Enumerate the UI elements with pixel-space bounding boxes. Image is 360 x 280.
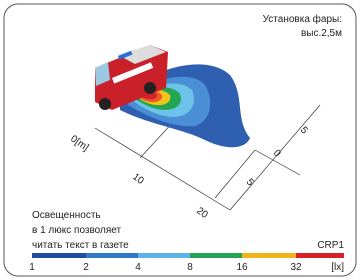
scale-label: 8 bbox=[187, 262, 193, 273]
page: Установка фары: выс.2,5м 0[m] 10 20 5 0 … bbox=[0, 0, 360, 280]
scale-label: 4 bbox=[135, 262, 141, 273]
scale-label: 16 bbox=[236, 262, 248, 273]
scale-label: 2 bbox=[83, 262, 89, 273]
scale-label: 1 bbox=[29, 262, 35, 273]
header-line: Установка фары: bbox=[263, 13, 342, 25]
diagram: Установка фары: выс.2,5м 0[m] 10 20 5 0 … bbox=[0, 0, 360, 280]
caption-line: читать текст в газете bbox=[32, 240, 129, 251]
caption-line: Освещенность bbox=[32, 210, 101, 221]
scale-label: 32 bbox=[290, 262, 302, 273]
model-label: CRP1 bbox=[317, 240, 344, 251]
caption-line: в 1 люкс позволяет bbox=[32, 225, 122, 236]
scale-label: [lx] bbox=[331, 262, 344, 273]
color-scale bbox=[32, 253, 344, 258]
header-line: выс.2,5м bbox=[301, 28, 342, 39]
